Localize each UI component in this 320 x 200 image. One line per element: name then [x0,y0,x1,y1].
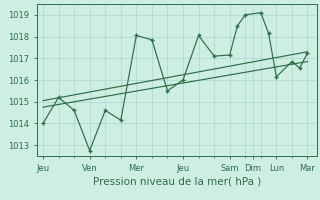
X-axis label: Pression niveau de la mer( hPa ): Pression niveau de la mer( hPa ) [93,177,261,187]
